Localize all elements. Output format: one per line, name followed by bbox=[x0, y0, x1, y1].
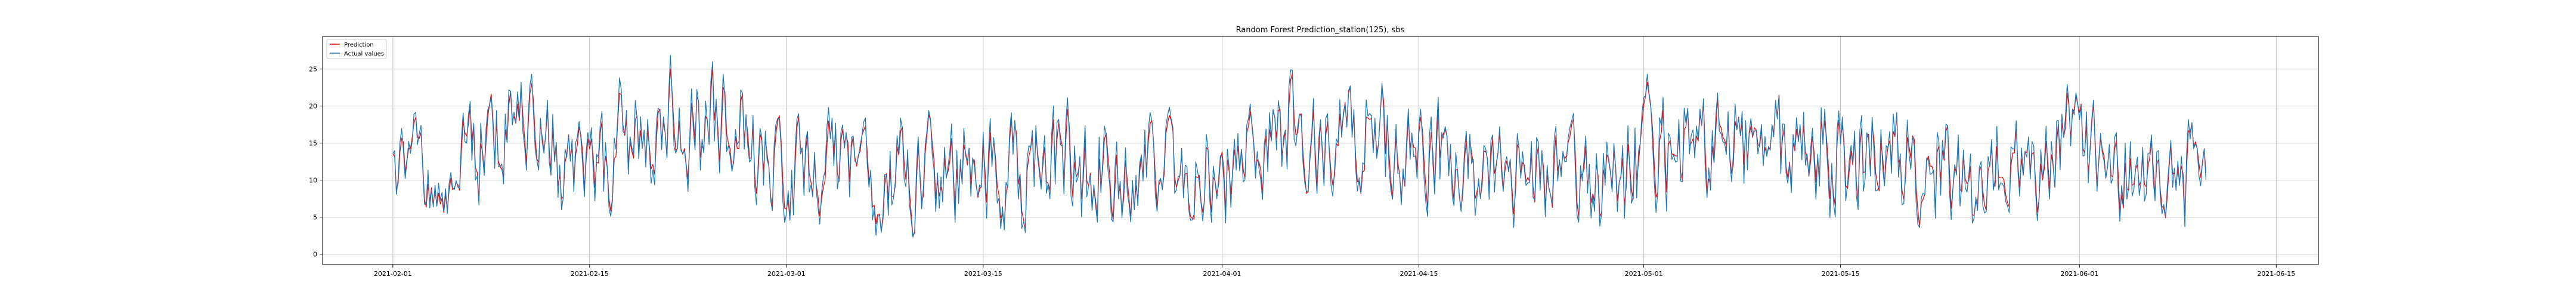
y-tick-label: 15 bbox=[309, 140, 317, 148]
series-line-prediction bbox=[392, 65, 2207, 237]
legend-box bbox=[326, 39, 387, 59]
grid-layer bbox=[323, 36, 2318, 265]
x-tick-label: 2021-04-01 bbox=[1203, 270, 1241, 278]
x-tick-label: 2021-03-01 bbox=[767, 270, 806, 278]
x-tick-label: 2021-04-15 bbox=[1400, 270, 1438, 278]
plot-frame bbox=[322, 36, 2319, 265]
series-layer bbox=[392, 55, 2207, 238]
y-tick-label: 10 bbox=[309, 177, 317, 185]
chart-title: Random Forest Prediction_station(125), s… bbox=[1236, 26, 1405, 35]
legend-label-prediction: Prediction bbox=[344, 42, 374, 48]
x-tick-label: 2021-02-15 bbox=[571, 270, 609, 278]
y-tick-label: 25 bbox=[309, 66, 317, 73]
x-tick-label: 2021-05-15 bbox=[1822, 270, 1860, 278]
x-tick-label: 2021-06-15 bbox=[2257, 270, 2295, 278]
y-tick-label: 5 bbox=[313, 214, 317, 222]
y-axis: 0 5 10 15 20 25 bbox=[309, 66, 323, 259]
x-tick-label: 2021-05-01 bbox=[1625, 270, 1663, 278]
x-axis: 2021-02-01 2021-02-15 2021-03-01 2021-03-15… bbox=[374, 265, 2295, 278]
x-tick-label: 2021-02-01 bbox=[374, 270, 412, 278]
x-tick-label: 2021-03-15 bbox=[964, 270, 1002, 278]
y-tick-label: 20 bbox=[309, 103, 317, 110]
series-line-actual-values bbox=[392, 55, 2207, 238]
y-tick-label: 0 bbox=[313, 251, 317, 259]
legend: Prediction Actual values bbox=[326, 39, 387, 59]
legend-label-actual-values: Actual values bbox=[344, 51, 384, 57]
x-tick-label: 2021-06-01 bbox=[2060, 270, 2098, 278]
